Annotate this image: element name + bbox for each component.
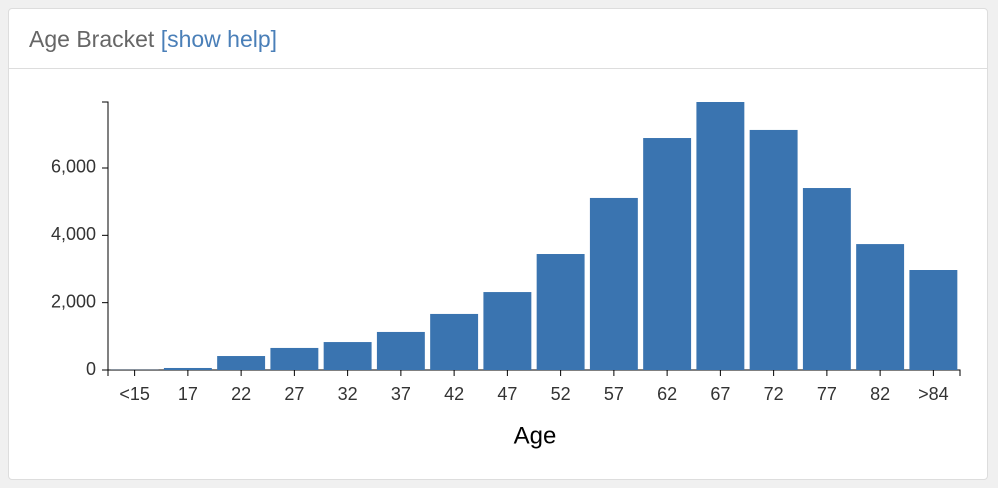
x-tick-label: 32 bbox=[338, 384, 358, 404]
x-tick-label: 82 bbox=[870, 384, 890, 404]
x-tick-label: 67 bbox=[710, 384, 730, 404]
x-tick-label: 72 bbox=[764, 384, 784, 404]
x-tick-label: 52 bbox=[551, 384, 571, 404]
x-tick-label: 77 bbox=[817, 384, 837, 404]
x-tick-label: 47 bbox=[497, 384, 517, 404]
panel-header: Age Bracket [show help] bbox=[9, 9, 987, 69]
x-axis-line bbox=[107, 369, 961, 376]
bar bbox=[217, 356, 266, 370]
bar bbox=[802, 188, 851, 370]
bar bbox=[856, 244, 905, 370]
bar bbox=[643, 138, 692, 370]
y-tick-label: 4,000 bbox=[51, 224, 96, 244]
y-axis-line bbox=[102, 101, 109, 371]
y-tick-label: 0 bbox=[86, 359, 96, 379]
help-link[interactable]: [show help] bbox=[160, 26, 278, 52]
bar bbox=[589, 197, 638, 370]
x-tick-label: <15 bbox=[119, 384, 150, 404]
y-tick-label: 6,000 bbox=[51, 157, 96, 177]
bar bbox=[749, 129, 798, 370]
x-tick-label: >84 bbox=[918, 384, 949, 404]
bar bbox=[430, 313, 479, 370]
x-tick-label: 42 bbox=[444, 384, 464, 404]
y-tick-label: 2,000 bbox=[51, 291, 96, 311]
bar bbox=[323, 342, 372, 370]
x-tick-label: 37 bbox=[391, 384, 411, 404]
x-tick-label: 22 bbox=[231, 384, 251, 404]
x-tick-label: 17 bbox=[178, 384, 198, 404]
panel-title: Age Bracket bbox=[29, 26, 155, 52]
bar bbox=[909, 270, 958, 370]
bar bbox=[696, 102, 745, 370]
x-tick-label: 62 bbox=[657, 384, 677, 404]
bar bbox=[483, 292, 532, 370]
bar bbox=[163, 367, 212, 370]
x-tick-label: 57 bbox=[604, 384, 624, 404]
bar bbox=[376, 331, 425, 370]
bar bbox=[270, 347, 319, 370]
x-tick-label: 27 bbox=[284, 384, 304, 404]
x-axis-label: Age bbox=[514, 422, 557, 449]
bar bbox=[536, 254, 585, 370]
